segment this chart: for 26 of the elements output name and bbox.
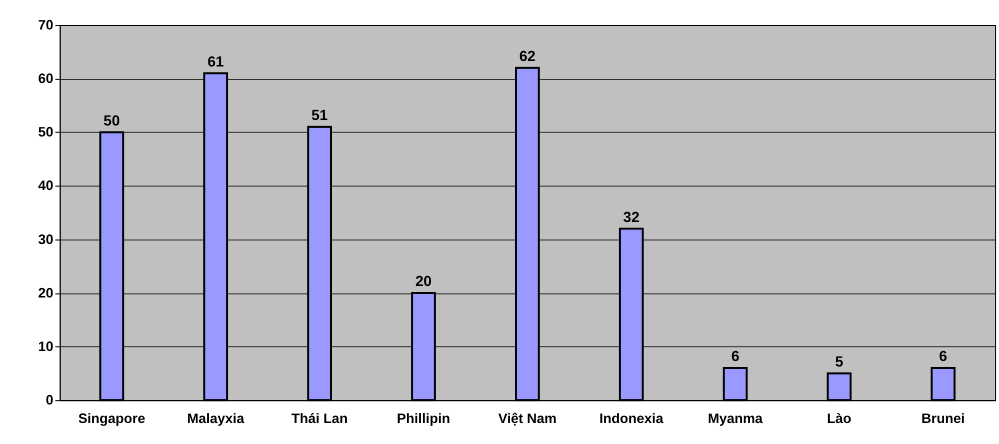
x-tick-label: Phillipin xyxy=(396,411,450,426)
y-tick-label: 30 xyxy=(38,232,54,247)
y-tick-label: 0 xyxy=(46,392,54,408)
data-label: 6 xyxy=(939,349,948,366)
x-tick-label: Brunei xyxy=(921,411,965,426)
data-label: 5 xyxy=(835,354,844,370)
y-tick-label: 60 xyxy=(38,71,54,86)
x-tick-label: Malayxia xyxy=(187,411,245,426)
x-tick-label: Myanma xyxy=(708,411,764,426)
y-tick-label: 10 xyxy=(38,338,54,354)
data-label: 61 xyxy=(207,54,224,70)
data-label: 62 xyxy=(519,49,536,66)
data-label: 50 xyxy=(104,113,120,130)
data-label: 6 xyxy=(731,349,740,366)
x-tick-label: Indonexia xyxy=(599,411,664,426)
y-tick-label: 20 xyxy=(38,285,54,300)
data-label: 51 xyxy=(311,108,328,124)
x-tick-label: Singapore xyxy=(78,411,146,426)
x-tick-label: Thái Lan xyxy=(291,411,348,426)
x-tick-label: Lào xyxy=(827,411,852,426)
y-tick-label: 70 xyxy=(38,17,54,32)
data-label: 32 xyxy=(623,210,640,226)
y-tick-label: 50 xyxy=(38,124,54,140)
data-label: 20 xyxy=(415,274,432,290)
y-tick-label: 40 xyxy=(38,178,54,194)
x-tick-label: Việt Nam xyxy=(498,411,557,426)
